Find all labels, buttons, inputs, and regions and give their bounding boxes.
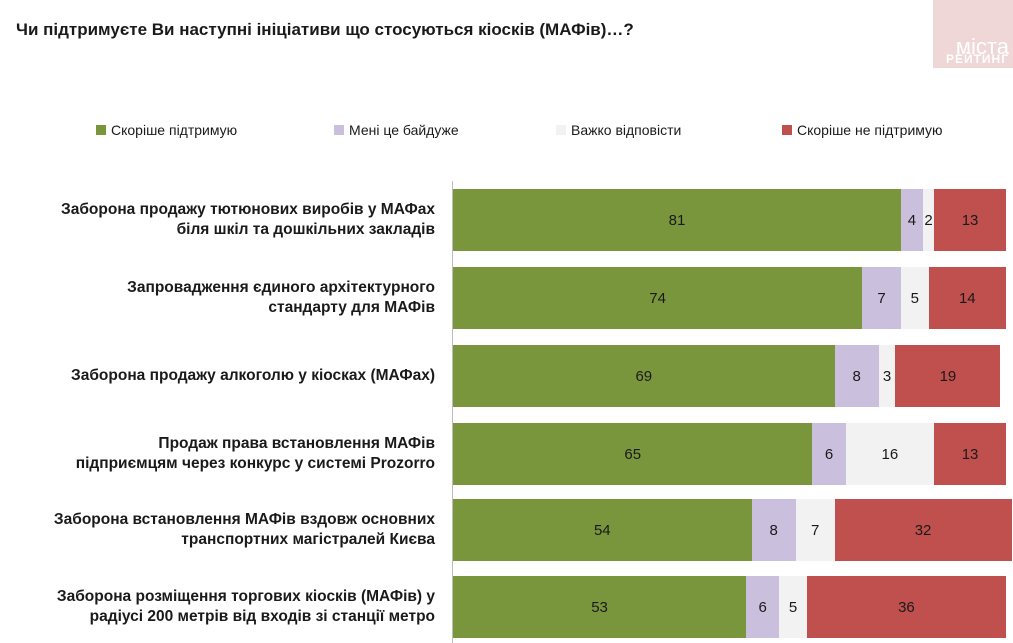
data-label: 16 — [881, 445, 899, 463]
bar-segment-not-support: 32 — [834, 499, 1012, 561]
category-label: Заборона продажу тютюнових виробів у МАФ… — [61, 200, 435, 238]
bar-segment-not-support: 13 — [934, 423, 1006, 485]
data-label: 54 — [593, 521, 611, 539]
bar-segment-indifferent: 6 — [746, 576, 780, 638]
legend-item-support: Скоріше підтримую — [96, 122, 237, 138]
bar-segment-support: 65 — [453, 423, 813, 485]
data-label: 14 — [958, 289, 976, 307]
legend-swatch-not-support — [782, 125, 792, 135]
legend-item-not-support: Скоріше не підтримую — [782, 122, 943, 138]
legend-label-support: Скоріше підтримую — [111, 122, 238, 138]
data-label: 81 — [668, 211, 686, 229]
bar-segment-indifferent: 8 — [834, 345, 879, 407]
bar-segment-hard-to-say: 3 — [878, 345, 896, 407]
bar-segment-hard-to-say: 16 — [845, 423, 935, 485]
bar-segment-support: 53 — [453, 576, 747, 638]
category-label: Заборона розміщення торгових кіосків (МА… — [56, 587, 435, 625]
legend-swatch-hard-to-say — [556, 125, 566, 135]
legend-item-hard-to-say: Важко відповісти — [556, 122, 681, 138]
data-label: 7 — [877, 289, 886, 307]
legend-item-indifferent: Мені це байдуже — [334, 122, 459, 138]
chart-row: Запровадження єдиного архітектурного ста… — [0, 267, 1013, 329]
data-label: 5 — [788, 598, 798, 616]
chart-row: Заборона встановлення МАФів вздовж основ… — [0, 499, 1013, 561]
logo-text-line1: міста — [955, 34, 1009, 59]
data-label: 53 — [591, 598, 608, 616]
legend-label-indifferent: Мені це байдуже — [349, 122, 459, 138]
stacked-bar: 54 8 7 32 — [453, 499, 1012, 561]
data-label: 13 — [961, 211, 979, 229]
stacked-bar: 74 7 5 14 — [453, 267, 1006, 329]
stacked-bar: 69 8 3 19 — [453, 345, 1006, 407]
data-label: 6 — [758, 598, 767, 616]
data-label: 32 — [914, 521, 932, 539]
bar-segment-support: 69 — [453, 345, 835, 407]
bar-segment-hard-to-say: 5 — [779, 576, 807, 638]
legend: Скоріше підтримую Мені це байдуже Важко … — [0, 122, 1013, 140]
legend-swatch-support — [96, 125, 106, 135]
bar-segment-not-support: 19 — [895, 345, 1001, 407]
bar-segment-support: 74 — [453, 267, 863, 329]
category-label: Продаж права встановлення МАФів підприєм… — [75, 434, 435, 472]
chart-row: Заборона продажу алкоголю у кіосках (МАФ… — [0, 345, 1013, 407]
data-label: 8 — [852, 367, 861, 385]
bar-segment-hard-to-say: 2 — [923, 189, 935, 251]
data-label: 13 — [961, 445, 979, 463]
bar-segment-hard-to-say: 5 — [900, 267, 929, 329]
stacked-bar: 65 6 16 13 — [453, 423, 1006, 485]
data-label: 8 — [769, 521, 778, 539]
bar-segment-not-support: 14 — [928, 267, 1006, 329]
legend-label-hard-to-say: Важко відповісти — [571, 122, 682, 138]
category-label: Запровадження єдиного архітектурного ста… — [127, 278, 435, 316]
logo-text-line2: РЕЙТИНГ — [945, 52, 1009, 66]
data-label: 19 — [939, 367, 957, 385]
data-label: 6 — [824, 445, 834, 463]
legend-label-not-support: Скоріше не підтримую — [797, 122, 943, 138]
category-label: Заборона встановлення МАФів вздовж основ… — [53, 510, 435, 548]
category-label: Заборона продажу алкоголю у кіосках (МАФ… — [71, 366, 435, 384]
bar-segment-support: 81 — [453, 189, 901, 251]
stacked-bar: 81 4 2 13 — [453, 189, 1006, 251]
bar-segment-not-support: 13 — [934, 189, 1006, 251]
chart-title: Чи підтримуєте Ви наступні ініціативи що… — [16, 20, 634, 39]
data-label: 69 — [635, 367, 653, 385]
bar-segment-indifferent: 8 — [751, 499, 796, 561]
bar-segment-indifferent: 7 — [862, 267, 901, 329]
data-label: 65 — [624, 445, 642, 463]
bar-segment-hard-to-say: 7 — [795, 499, 835, 561]
bar-segment-support: 54 — [453, 499, 752, 561]
data-label: 7 — [811, 521, 820, 539]
data-label: 2 — [924, 211, 933, 229]
stacked-bar: 53 6 5 36 — [453, 576, 1006, 638]
data-label: 3 — [882, 367, 892, 385]
category-axis-line — [452, 181, 453, 643]
legend-swatch-indifferent — [334, 125, 344, 135]
data-label: 5 — [910, 289, 919, 307]
brand-logo: міста РЕЙТИНГ — [933, 0, 1013, 68]
chart-row: Продаж права встановлення МАФів підприєм… — [0, 423, 1013, 485]
bar-segment-not-support: 36 — [806, 576, 1006, 638]
data-label: 36 — [898, 598, 915, 616]
data-label: 4 — [907, 211, 917, 229]
chart-row: Заборона продажу тютюнових виробів у МАФ… — [0, 189, 1013, 251]
bar-segment-indifferent: 6 — [812, 423, 846, 485]
data-label: 74 — [649, 289, 666, 307]
chart-row: Заборона розміщення торгових кіосків (МА… — [0, 576, 1013, 638]
bar-segment-indifferent: 4 — [900, 189, 924, 251]
